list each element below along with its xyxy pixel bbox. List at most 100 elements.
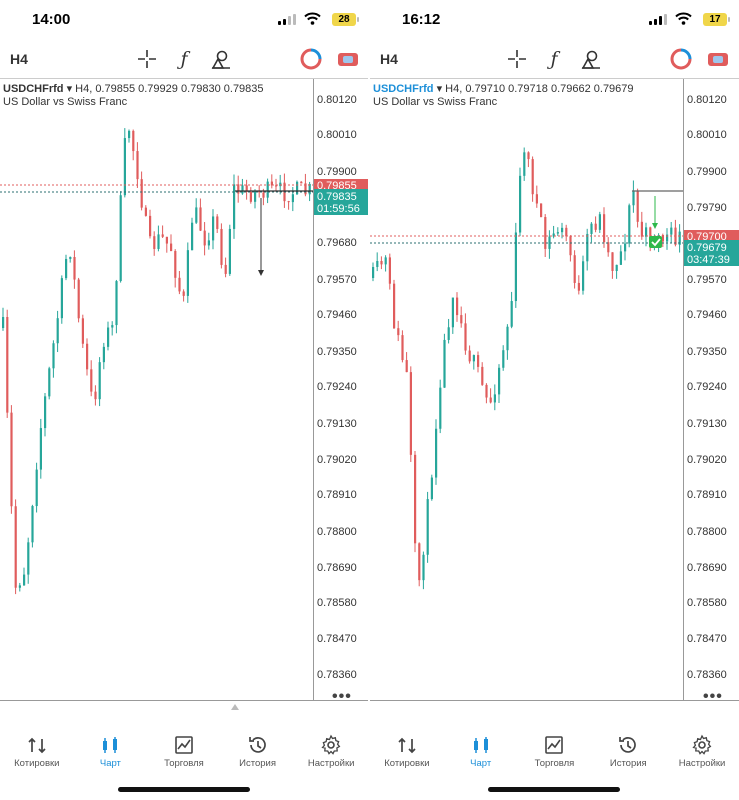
tab-quotes[interactable]: Котировки	[370, 728, 444, 774]
account-icon[interactable]	[707, 48, 729, 70]
candle-body	[384, 257, 387, 265]
account-icon[interactable]	[337, 48, 359, 70]
cellular-signal-icon	[649, 14, 667, 25]
more-options-icon[interactable]: •••	[703, 688, 723, 705]
candle-body	[69, 256, 72, 259]
tab-settings[interactable]: Настройки	[294, 728, 368, 774]
candle-body	[287, 201, 290, 203]
tab-label: Настройки	[678, 758, 726, 769]
price-tick-label: 0.78800	[317, 526, 357, 538]
battery-level: 28	[332, 13, 359, 26]
candle-body	[493, 394, 496, 403]
candle-body	[157, 234, 160, 249]
symbol-name[interactable]: USDCHFrfd	[3, 83, 64, 95]
status-time: 16:12	[402, 11, 441, 28]
candle-body	[409, 372, 412, 455]
candle-body	[401, 335, 404, 361]
candle-body	[275, 185, 278, 187]
candle-body	[304, 183, 307, 195]
candle-body	[405, 360, 408, 373]
candle-body	[451, 297, 454, 328]
chart-icon	[473, 737, 488, 753]
tab-history[interactable]: История	[591, 728, 665, 774]
candle-body	[48, 368, 51, 397]
candle-body	[296, 181, 299, 195]
candle-body	[102, 346, 105, 363]
crosshair-icon[interactable]	[136, 48, 158, 70]
quotes-icon	[398, 737, 416, 754]
candle-body	[460, 315, 463, 324]
candle-body	[2, 317, 5, 328]
candle-body	[535, 194, 538, 204]
price-chart[interactable]: 0.80120 0.80010 0.79900 0.79680 0.79570 0.794…	[0, 78, 368, 712]
candle-body	[426, 499, 429, 555]
candle-body	[237, 184, 240, 194]
price-tick-label: 0.79020	[317, 454, 357, 466]
tab-trade[interactable]: Торговля	[518, 728, 592, 774]
candle-body	[569, 236, 572, 256]
candle-body	[615, 264, 618, 271]
candlestick-chart[interactable]: 0.80120 0.80010 0.79900 0.79790 0.79570 0.794…	[370, 78, 739, 712]
objects-icon[interactable]	[210, 48, 232, 70]
candle-body	[111, 325, 114, 328]
price-tick-label: 0.78910	[317, 489, 357, 501]
tab-chart[interactable]: Чарт	[444, 728, 518, 774]
function-icon[interactable]: ƒ	[550, 48, 558, 70]
tab-quotes[interactable]: Котировки	[0, 728, 74, 774]
tab-label: Котировки	[14, 758, 60, 769]
more-options-icon[interactable]: •••	[332, 688, 352, 705]
crosshair-icon[interactable]	[506, 48, 528, 70]
price-tick-label: 0.80120	[317, 94, 357, 106]
tab-history[interactable]: История	[221, 728, 295, 774]
price-tick-label: 0.79020	[687, 454, 727, 466]
function-icon[interactable]: ƒ	[180, 48, 188, 70]
objects-icon[interactable]	[580, 48, 602, 70]
candle-body	[594, 223, 597, 230]
tab-settings[interactable]: Настройки	[665, 728, 739, 774]
candle-body	[666, 234, 669, 242]
candle-body	[262, 192, 265, 198]
candle-body	[456, 297, 459, 316]
indicator-icon[interactable]	[670, 48, 692, 70]
candle-body	[582, 261, 585, 291]
price-tick-label: 0.80010	[317, 129, 357, 141]
indicator-icon[interactable]	[300, 48, 322, 70]
price-tick-label: 0.79240	[317, 381, 357, 393]
timeframe-button[interactable]: H4	[380, 51, 398, 67]
quotes-icon	[28, 737, 46, 754]
price-tick-label: 0.78580	[317, 597, 357, 609]
candle-body	[228, 228, 231, 274]
timeframe-button[interactable]: H4	[10, 51, 28, 67]
candle-body	[527, 152, 530, 160]
candle-body	[481, 366, 484, 385]
tab-label: Чарт	[470, 758, 492, 769]
candle-body	[393, 283, 396, 329]
candle-body	[523, 152, 526, 176]
candle-body	[300, 181, 303, 184]
tab-trade[interactable]: Торговля	[147, 728, 221, 774]
candle-body	[531, 159, 534, 195]
price-tick-label: 0.80120	[687, 94, 727, 106]
candles	[372, 147, 681, 590]
candle-body	[90, 369, 93, 392]
candle-body	[670, 227, 673, 235]
price-tick-label: 0.79570	[317, 274, 357, 286]
candlestick-chart[interactable]: 0.80120 0.80010 0.79900 0.79680 0.79570 0.794…	[0, 78, 368, 712]
price-tick-label: 0.79460	[687, 309, 727, 321]
settings-icon	[321, 734, 341, 755]
candle-body	[485, 384, 488, 398]
price-chart[interactable]: 0.80120 0.80010 0.79900 0.79790 0.79570 0.794…	[370, 78, 739, 712]
home-indicator	[488, 787, 620, 792]
candle-body	[136, 151, 139, 180]
candle-body	[464, 323, 467, 351]
candle-body	[565, 227, 568, 237]
tab-chart[interactable]: Чарт	[74, 728, 148, 774]
candle-body	[23, 574, 26, 586]
candle-body	[556, 232, 559, 234]
candle-body	[611, 252, 614, 271]
candle-body	[18, 585, 21, 588]
candle-body	[477, 355, 480, 367]
symbol-name[interactable]: USDCHFrfd	[373, 83, 434, 95]
candle-body	[308, 183, 311, 195]
price-tick-label: 0.79790	[687, 202, 727, 214]
